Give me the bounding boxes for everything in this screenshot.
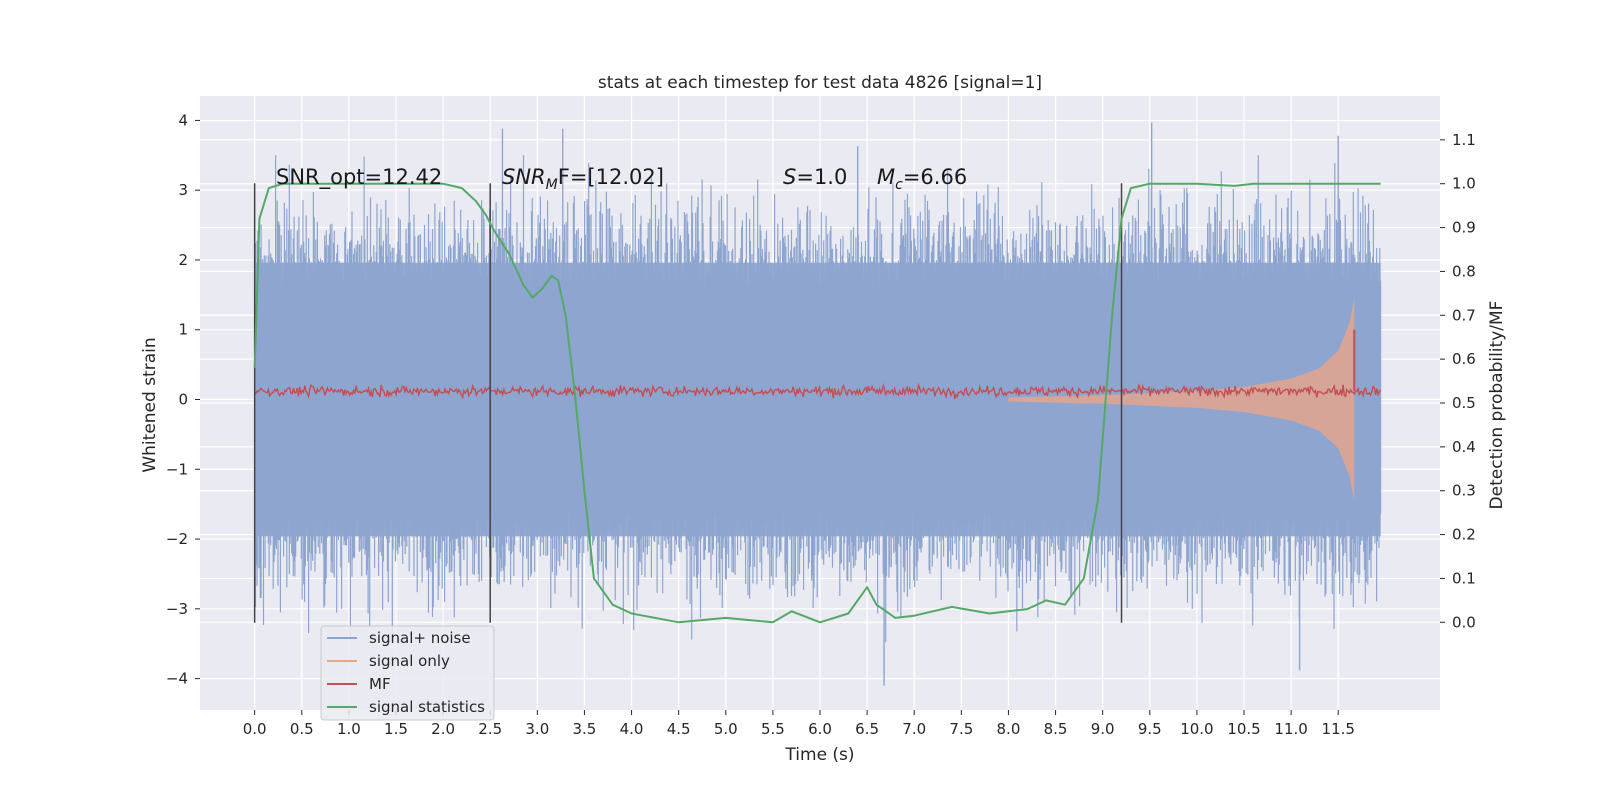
y-tick-label: 3 — [178, 181, 188, 199]
x-tick-label: 4.5 — [667, 720, 691, 738]
y-right-tick-label: 0.8 — [1452, 262, 1476, 280]
x-tick-label: 1.5 — [384, 720, 408, 738]
legend-box — [320, 625, 495, 721]
signal-statistics-line — [253, 182, 1381, 624]
annotation-s-value: =1.0 — [796, 165, 847, 189]
x-tick-label: 9.0 — [1091, 720, 1115, 738]
y-tick-label: 0 — [178, 391, 188, 409]
annotation-snr-opt: SNR_opt=12.42 — [276, 165, 442, 190]
x-axis-label: Time (s) — [784, 745, 854, 765]
y-right-tick-label: 0.7 — [1452, 306, 1476, 324]
x-tick-label: 6.5 — [855, 720, 879, 738]
y-right-tick-label: 0.4 — [1452, 438, 1476, 456]
y-right-tick-label: 0.3 — [1452, 482, 1476, 500]
x-tick-label: 7.0 — [902, 720, 926, 738]
legend-label-signal-only: signal only — [369, 652, 450, 670]
x-tick-label: 8.0 — [997, 720, 1021, 738]
series-signal-only — [1008, 298, 1355, 501]
x-tick-label: 7.5 — [949, 720, 973, 738]
mf-trace — [254, 382, 1382, 400]
x-tick-label: 1.0 — [337, 720, 361, 738]
signal-only-envelope — [1008, 298, 1355, 501]
y-tick-label: −1 — [166, 460, 188, 478]
y-tick-label: −2 — [166, 530, 188, 548]
y-axis-label-right: Detection probability/MF — [1487, 301, 1507, 510]
legend-label-signal-noise: signal+ noise — [369, 629, 471, 647]
y-tick-label: 4 — [178, 111, 188, 129]
x-tick-label: 3.5 — [573, 720, 597, 738]
x-tick-label: 2.0 — [431, 720, 455, 738]
y-tick-label: −4 — [166, 670, 188, 688]
x-tick-label: 8.5 — [1044, 720, 1068, 738]
x-tick-label: 0.0 — [243, 720, 267, 738]
y-right-tick-label: 0.0 — [1452, 613, 1476, 631]
x-tick-label: 10.5 — [1227, 720, 1260, 738]
annotation-mc-value: =6.66 — [903, 165, 967, 189]
vertical-lines — [253, 183, 1123, 623]
x-tick-label: 5.0 — [714, 720, 738, 738]
series-mf — [254, 329, 1382, 400]
x-tick-label: 9.5 — [1138, 720, 1162, 738]
y-tick-label: 2 — [178, 251, 188, 269]
annotation-s-symbol: S — [783, 165, 796, 189]
series-signal-statistics — [253, 182, 1381, 624]
legend: signal+ noise signal only MF signal stat… — [320, 625, 495, 721]
y-axis-label: Whitened strain — [140, 337, 160, 472]
chart-title: stats at each timestep for test data 482… — [598, 73, 1042, 93]
annotation-snr-mf: SNRMF=[12.02] — [502, 165, 664, 193]
x-tick-label: 11.5 — [1322, 720, 1355, 738]
legend-label-signal-statistics: signal statistics — [369, 698, 485, 716]
legend-label-mf: MF — [369, 675, 391, 693]
annotation-snr-mf-value: F=[12.02] — [558, 165, 664, 189]
x-tick-label: 5.5 — [761, 720, 785, 738]
y-right-tick-label: 0.2 — [1452, 526, 1476, 544]
x-tick-label: 2.5 — [478, 720, 502, 738]
annotation-mc-symbol: M — [877, 165, 895, 189]
y-right-tick-label: 0.1 — [1452, 569, 1476, 587]
x-tick-label: 10.0 — [1180, 720, 1213, 738]
x-tick-label: 0.5 — [290, 720, 314, 738]
x-tick-label: 3.0 — [525, 720, 549, 738]
y-right-tick-label: 1.1 — [1452, 131, 1476, 149]
y-right-tick-label: 0.9 — [1452, 219, 1476, 237]
y-tick-label: −3 — [166, 600, 188, 618]
y-tick-label: 1 — [178, 321, 188, 339]
y-right-tick-label: 1.0 — [1452, 175, 1476, 193]
y-right-tick-label: 0.5 — [1452, 394, 1476, 412]
x-tick-label: 4.0 — [620, 720, 644, 738]
annotation-mc-subscript: c — [895, 177, 903, 193]
y-right-tick-label: 0.6 — [1452, 350, 1476, 368]
annotation-snr-mf-symbol: SNR — [502, 165, 546, 189]
annotation-s: S=1.0 — [783, 165, 847, 189]
axis-ticks: 0.0 0.5 1.0 1.5 2.0 2.5 3.0 3.5 4.0 4.5 5.0 5.5 6.0 6… — [166, 111, 1476, 738]
annotation-mc: Mc=6.66 — [877, 165, 967, 193]
x-tick-label: 6.0 — [808, 720, 832, 738]
annotation-snr-mf-subscript: M — [546, 177, 558, 193]
x-tick-label: 11.0 — [1274, 720, 1307, 738]
